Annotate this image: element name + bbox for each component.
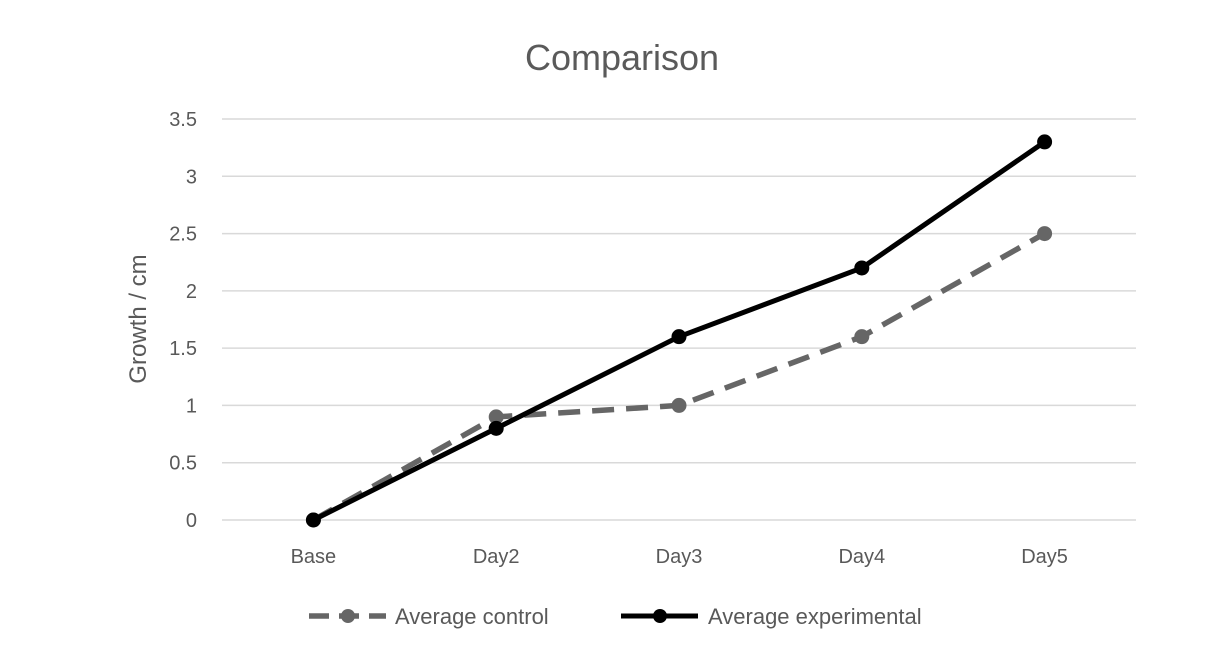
y-axis-ticks: 0 0.5 1 1.5 2 2.5 3 3.5	[169, 109, 197, 532]
y-tick-label: 3.5	[169, 109, 197, 131]
average-experimental-point	[305, 512, 321, 528]
x-axis-ticks: Base Day2 Day3 Day4 Day5	[291, 546, 1068, 568]
average-control-point	[1037, 226, 1053, 242]
average-control-line	[312, 231, 1046, 523]
y-tick-label: 2.5	[169, 224, 197, 246]
legend-control-marker	[341, 609, 355, 623]
x-tick-label: Day5	[1021, 546, 1068, 568]
legend-control-label: Average control	[395, 604, 549, 629]
x-tick-label: Day2	[473, 546, 520, 568]
average-control-point	[671, 397, 687, 413]
average-experimental-point	[1037, 134, 1053, 150]
average-control-point	[854, 329, 870, 345]
x-tick-label: Day4	[838, 546, 885, 568]
chart-title: Comparison	[525, 37, 719, 78]
y-axis-title: Growth / cm	[125, 254, 152, 383]
average-experimental-point	[854, 260, 870, 276]
y-tick-label: 1	[186, 395, 197, 417]
legend-experimental-marker	[653, 609, 667, 623]
x-tick-label: Day3	[656, 546, 703, 568]
y-tick-label: 3	[186, 166, 197, 188]
y-tick-label: 1.5	[169, 338, 197, 360]
y-tick-label: 0.5	[169, 453, 197, 475]
series-group	[305, 134, 1053, 528]
legend: Average control Average experimental	[309, 604, 922, 629]
grid-lines	[222, 118, 1136, 521]
x-tick-label: Base	[291, 546, 337, 568]
average-experimental-point	[488, 420, 504, 436]
y-tick-label: 0	[186, 510, 197, 532]
legend-experimental-label: Average experimental	[708, 604, 922, 629]
y-tick-label: 2	[186, 281, 197, 303]
average-experimental-point	[671, 329, 687, 345]
